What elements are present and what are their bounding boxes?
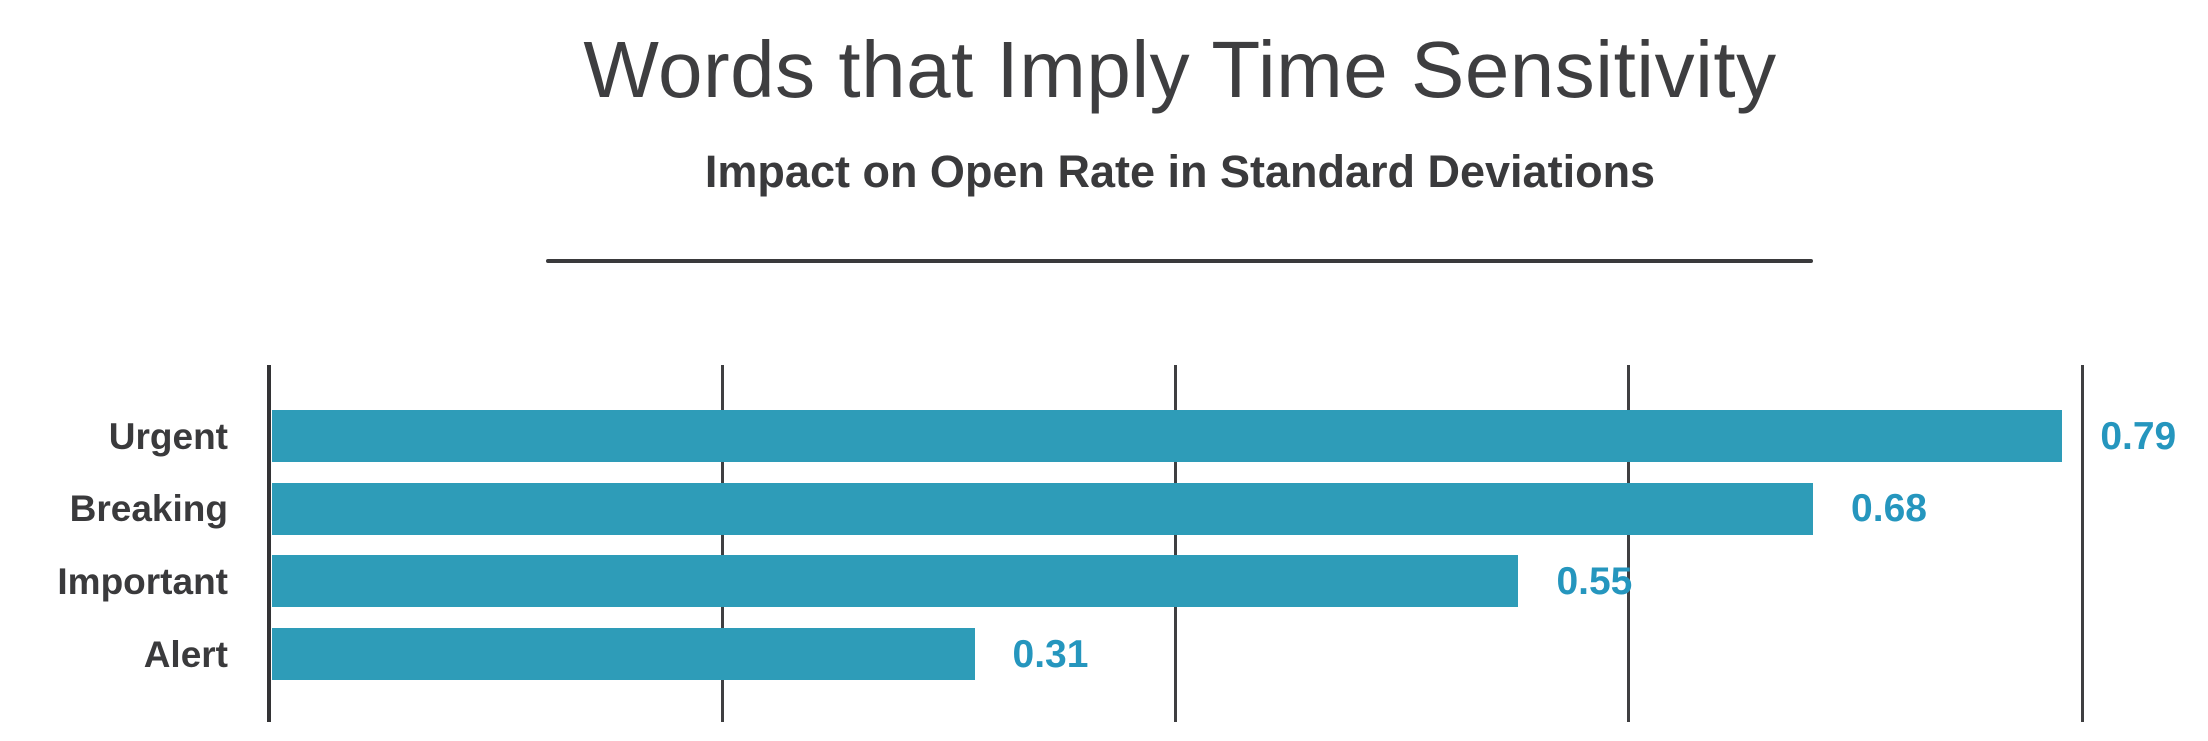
value-label: 0.55 [1556, 559, 1633, 603]
chart-title: Words that Imply Time Sensitivity [583, 25, 1777, 114]
category-label: Urgent [108, 415, 228, 457]
bar-row: Breaking 0.68 [0, 482, 2208, 535]
category-label: Alert [143, 633, 228, 675]
bar-row: Urgent 0.79 [0, 410, 2208, 462]
bar [272, 555, 1519, 608]
bar [272, 628, 975, 681]
header-divider [546, 259, 1813, 263]
bar-row: Alert 0.31 [0, 628, 2208, 681]
x-gridline [2080, 365, 2084, 722]
plot-area [267, 365, 2084, 722]
value-label: 0.79 [2100, 414, 2177, 458]
bar [272, 482, 1814, 535]
x-gridline [1174, 365, 1177, 722]
category-label: Breaking [69, 488, 228, 530]
bar [272, 410, 2063, 462]
value-label: 0.31 [1012, 632, 1089, 676]
category-label: Important [57, 560, 228, 602]
x-gridline [720, 365, 724, 722]
x-gridline [1627, 365, 1631, 722]
bar-row: Important 0.55 [0, 555, 2208, 608]
value-label: 0.68 [1851, 487, 1927, 531]
chart-subtitle: Impact on Open Rate in Standard Deviatio… [704, 146, 1656, 197]
y-axis-line [267, 365, 271, 722]
